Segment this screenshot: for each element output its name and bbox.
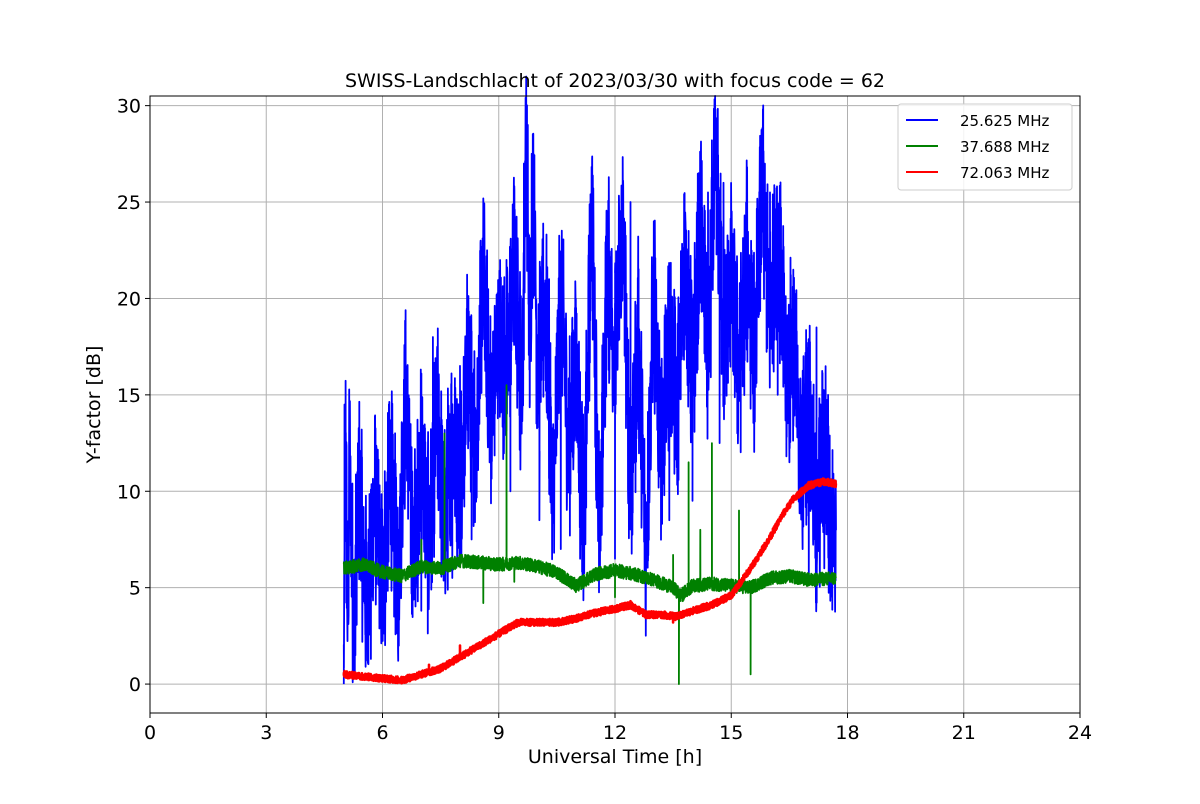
series-line-2 bbox=[342, 384, 837, 685]
legend-label: 25.625 MHz bbox=[960, 112, 1049, 130]
x-tick-label: 21 bbox=[952, 722, 976, 744]
series-line-1 bbox=[342, 75, 837, 685]
ticks: 0 3 6 9 12 15 18 21 24 0 5 10 15 20 25 30 bbox=[117, 96, 1092, 744]
x-axis-label: Universal Time [h] bbox=[528, 746, 702, 768]
x-tick-label: 6 bbox=[376, 722, 388, 744]
y-tick-label: 0 bbox=[129, 674, 141, 696]
legend-label: 37.688 MHz bbox=[960, 138, 1049, 156]
legend-box bbox=[897, 103, 1073, 191]
y-axis-label: Y-factor [dB] bbox=[83, 346, 105, 465]
y-tick-label: 30 bbox=[117, 96, 141, 118]
y-tick-label: 25 bbox=[117, 192, 141, 214]
x-tick-label: 24 bbox=[1068, 722, 1092, 744]
x-tick-label: 9 bbox=[493, 722, 505, 744]
x-tick-label: 12 bbox=[603, 722, 627, 744]
y-tick-label: 15 bbox=[117, 385, 141, 407]
y-tick-label: 20 bbox=[117, 288, 141, 310]
series-line-3 bbox=[342, 477, 838, 685]
x-tick-label: 0 bbox=[144, 722, 156, 744]
x-tick-label: 18 bbox=[835, 722, 859, 744]
legend-label: 72.063 MHz bbox=[960, 164, 1049, 182]
x-tick-label: 15 bbox=[719, 722, 743, 744]
x-tick-label: 3 bbox=[260, 722, 272, 744]
y-tick-label: 5 bbox=[129, 578, 141, 600]
series-layer bbox=[342, 75, 838, 685]
legend: 25.625 MHz 37.688 MHz 72.063 MHz bbox=[897, 103, 1073, 191]
y-tick-label: 10 bbox=[117, 481, 141, 503]
chart-title: SWISS-Landschlacht of 2023/03/30 with fo… bbox=[345, 70, 885, 92]
